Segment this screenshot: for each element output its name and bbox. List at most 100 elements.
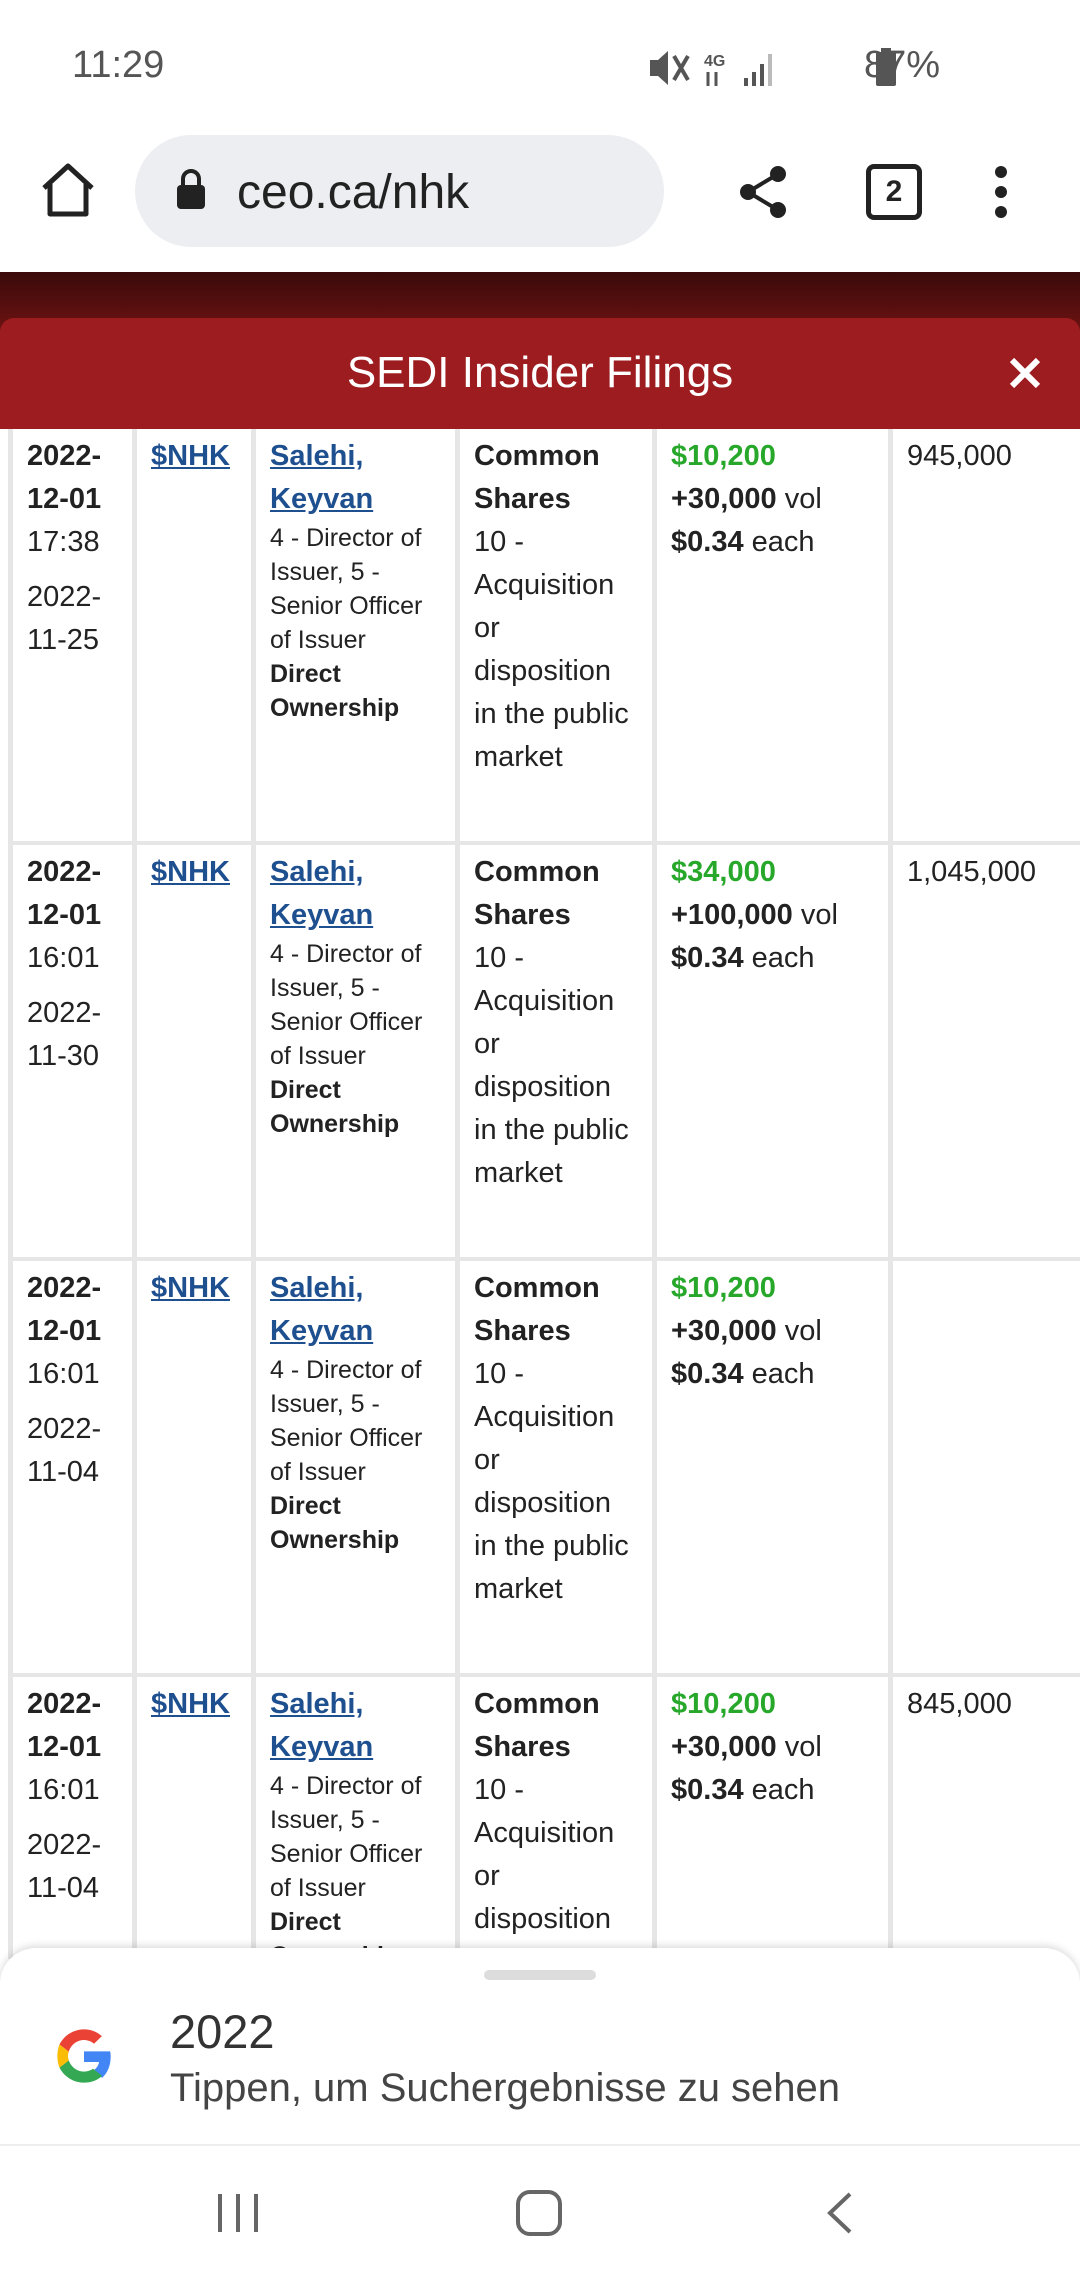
price-unit: each: [751, 526, 815, 558]
tab-count[interactable]: 2: [866, 164, 922, 220]
price: $0.34: [671, 1358, 744, 1390]
volume: +30,000: [671, 483, 777, 515]
relationship: 4 - Director of Issuer, 5 - Senior Offic…: [270, 940, 423, 1070]
price-line: $0.34 each: [671, 1353, 876, 1396]
security-cell: Common Shares 10 - Acquisition or disposi…: [460, 1261, 652, 1673]
status-icons: 4G: [650, 51, 772, 86]
relationship: 4 - Director of Issuer, 5 - Senior Offic…: [270, 524, 423, 654]
table-row: 2022-12-01 16:01 2022-11-30 $NHK Salehi, Key…: [13, 845, 1080, 1257]
trade-date: 2022-11-04: [27, 1829, 102, 1904]
filings-table: 2022-12-01 17:38 2022-11-25 $NHK Salehi, Key…: [8, 429, 1080, 1959]
back-button[interactable]: [822, 2190, 858, 2236]
search-hint: Tippen, um Suchergebnisse zu sehen: [170, 2066, 841, 2110]
date-cell: 2022-12-01 17:38 2022-11-25: [13, 429, 132, 841]
recents-button[interactable]: [214, 2190, 264, 2236]
amount: $10,200: [671, 1688, 776, 1720]
filed-time: 17:38: [27, 526, 100, 558]
ticker-link[interactable]: $NHK: [151, 440, 230, 472]
table-row: 2022-12-01 16:01 2022-11-04 $NHK Salehi, Key…: [13, 1677, 1080, 1959]
transaction: 10 - Acquisition or disposition in the p…: [474, 1358, 629, 1605]
volume-line: +30,000 vol: [671, 1310, 876, 1353]
transaction: 10 - Acquisition or disposition in the p…: [474, 942, 629, 1189]
menu-button[interactable]: [986, 164, 1016, 220]
close-button[interactable]: [1008, 356, 1042, 390]
price: $0.34: [671, 1774, 744, 1806]
holdings-cell: 1,045,000: [893, 845, 1080, 1257]
security-cell: Common Shares 10 - Acquisition or disposi…: [460, 845, 652, 1257]
security: Common Shares: [474, 1688, 600, 1763]
price-line: $0.34 each: [671, 937, 876, 980]
volume-unit: vol: [784, 1315, 822, 1347]
security-cell: Common Shares 10 - Acquisition or disposi…: [460, 1677, 652, 1959]
date-cell: 2022-12-01 16:01 2022-11-04: [13, 1261, 132, 1673]
search-sheet[interactable]: 2022 Tippen, um Suchergebnisse zu sehen: [0, 1948, 1080, 2144]
insider-link[interactable]: Salehi, Keyvan: [270, 1272, 374, 1347]
holdings-cell: [893, 1261, 1080, 1673]
holdings: 945,000: [907, 440, 1012, 472]
amount: $10,200: [671, 1272, 776, 1304]
date-cell: 2022-12-01 16:01 2022-11-30: [13, 845, 132, 1257]
price-line: $0.34 each: [671, 521, 876, 564]
security: Common Shares: [474, 1272, 600, 1347]
volume-line: +30,000 vol: [671, 1726, 876, 1769]
google-logo: [57, 2029, 111, 2083]
filed-time: 16:01: [27, 1774, 100, 1806]
modal-title: SEDI Insider Filings: [346, 348, 734, 397]
clock: 11:29: [72, 44, 165, 86]
holdings: 845,000: [907, 1688, 1012, 1720]
filed-time: 16:01: [27, 1358, 100, 1390]
ticker-link[interactable]: $NHK: [151, 856, 230, 888]
search-query: 2022: [170, 2005, 275, 2058]
volume: +100,000: [671, 899, 793, 931]
lock-icon: [177, 169, 205, 209]
share-button[interactable]: [736, 164, 792, 220]
insider-cell: Salehi, Keyvan 4 - Director of Issuer, 5 …: [256, 1677, 455, 1959]
insider-cell: Salehi, Keyvan 4 - Director of Issuer, 5 …: [256, 429, 455, 841]
price-unit: each: [751, 1358, 815, 1390]
volume-unit: vol: [784, 1731, 822, 1763]
volume: +30,000: [671, 1731, 777, 1763]
amount-cell: $34,000 +100,000 vol $0.34 each: [657, 845, 888, 1257]
price: $0.34: [671, 942, 744, 974]
amount-cell: $10,200 +30,000 vol $0.34 each: [657, 429, 888, 841]
battery-icon: [876, 48, 896, 86]
holdings-cell: 945,000: [893, 429, 1080, 841]
ticker-cell: $NHK: [137, 429, 251, 841]
ticker-link[interactable]: $NHK: [151, 1688, 230, 1720]
holdings: 1,045,000: [907, 856, 1037, 888]
price: $0.34: [671, 526, 744, 558]
volume-line: +30,000 vol: [671, 478, 876, 521]
trade-date: 2022-11-25: [27, 581, 102, 656]
insider-link[interactable]: Salehi, Keyvan: [270, 856, 374, 931]
svg-text:4G: 4G: [704, 53, 725, 70]
amount: $34,000: [671, 856, 776, 888]
volume-unit: vol: [800, 899, 838, 931]
relationship: 4 - Director of Issuer, 5 - Senior Offic…: [270, 1356, 423, 1486]
ticker-cell: $NHK: [137, 1261, 251, 1673]
ticker-link[interactable]: $NHK: [151, 1272, 230, 1304]
filed-date: 2022-12-01: [27, 1272, 102, 1347]
home-button[interactable]: [38, 160, 98, 220]
status-bar: 11:29 4G 87%: [0, 0, 1080, 135]
ticker-cell: $NHK: [137, 1677, 251, 1959]
modal-header: SEDI Insider Filings: [0, 318, 1080, 429]
price-unit: each: [751, 1774, 815, 1806]
nav-bar: [0, 2144, 1080, 2282]
insider-cell: Salehi, Keyvan 4 - Director of Issuer, 5 …: [256, 1261, 455, 1673]
filed-date: 2022-12-01: [27, 856, 102, 931]
address-bar[interactable]: ceo.ca/nhk: [135, 135, 664, 247]
ownership: Direct Ownership: [270, 1076, 400, 1138]
ownership: Direct Ownership: [270, 1492, 400, 1554]
security: Common Shares: [474, 856, 600, 931]
volume: +30,000: [671, 1315, 777, 1347]
price-line: $0.34 each: [671, 1769, 876, 1812]
trade-date: 2022-11-30: [27, 997, 102, 1072]
insider-link[interactable]: Salehi, Keyvan: [270, 440, 374, 515]
insider-cell: Salehi, Keyvan 4 - Director of Issuer, 5 …: [256, 845, 455, 1257]
volume-line: +100,000 vol: [671, 894, 876, 937]
home-nav-button[interactable]: [514, 2188, 566, 2238]
ticker-cell: $NHK: [137, 845, 251, 1257]
transaction: 10 - Acquisition or disposition in the p…: [474, 1774, 629, 1959]
insider-link[interactable]: Salehi, Keyvan: [270, 1688, 374, 1763]
